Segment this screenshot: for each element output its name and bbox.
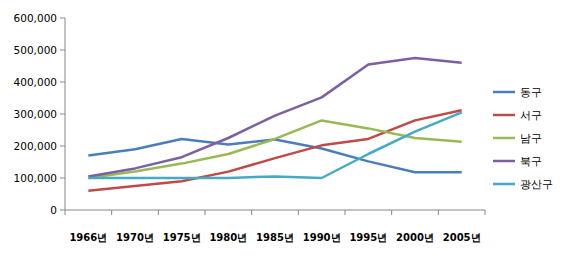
legend-label: 남구 — [520, 132, 542, 144]
x-tick — [391, 210, 392, 215]
x-tick — [158, 210, 159, 215]
series-line — [88, 110, 461, 191]
x-tick-label: 1990년 — [303, 232, 341, 243]
x-tick-label: 1975년 — [163, 232, 201, 243]
plot-area — [88, 58, 461, 191]
legend-label: 광산구 — [520, 178, 553, 190]
chart: 0 100,000 200,000 300,000 400,000 500,000 600,… — [0, 0, 569, 267]
y-tick — [60, 146, 65, 147]
legend-label: 동구 — [520, 86, 542, 98]
y-tick-label: 0 — [50, 204, 57, 216]
y-tick-label: 500,000 — [14, 44, 57, 56]
legend-label: 북구 — [520, 155, 542, 167]
x-tick-label: 1970년 — [116, 232, 154, 243]
series-line — [88, 58, 461, 176]
x-tick — [65, 210, 66, 215]
y-tick — [60, 82, 65, 83]
y-tick — [60, 178, 65, 179]
y-tick-label: 100,000 — [14, 172, 57, 184]
background — [0, 0, 569, 267]
x-tick-label: 1980년 — [209, 232, 247, 243]
y-tick-label: 200,000 — [14, 140, 57, 152]
x-tick-label: 1985년 — [256, 232, 294, 243]
legend-label: 서구 — [520, 109, 542, 121]
legend-swatch — [493, 91, 515, 94]
y-tick-label: 400,000 — [14, 76, 57, 88]
y-tick-label: 300,000 — [14, 108, 57, 120]
y-tick — [60, 18, 65, 19]
series-line — [88, 120, 461, 178]
y-tick — [60, 114, 65, 115]
series-line — [88, 112, 461, 178]
legend-swatch — [493, 160, 515, 163]
legend-swatch — [493, 183, 515, 186]
legend-swatch — [493, 114, 515, 117]
x-tick — [251, 210, 252, 215]
x-tick-label: 2005년 — [443, 232, 481, 243]
x-tick — [298, 210, 299, 215]
x-tick-label: 1995년 — [349, 232, 387, 243]
y-axis — [65, 18, 66, 210]
x-tick — [485, 210, 486, 215]
x-axis — [65, 210, 485, 211]
x-tick — [111, 210, 112, 215]
y-tick-label: 600,000 — [14, 12, 57, 24]
y-tick — [60, 50, 65, 51]
x-tick — [345, 210, 346, 215]
x-tick-label: 1966년 — [69, 232, 107, 243]
y-tick — [60, 210, 65, 211]
x-tick — [438, 210, 439, 215]
legend-swatch — [493, 137, 515, 140]
x-tick — [205, 210, 206, 215]
x-tick-label: 2000년 — [396, 232, 434, 243]
